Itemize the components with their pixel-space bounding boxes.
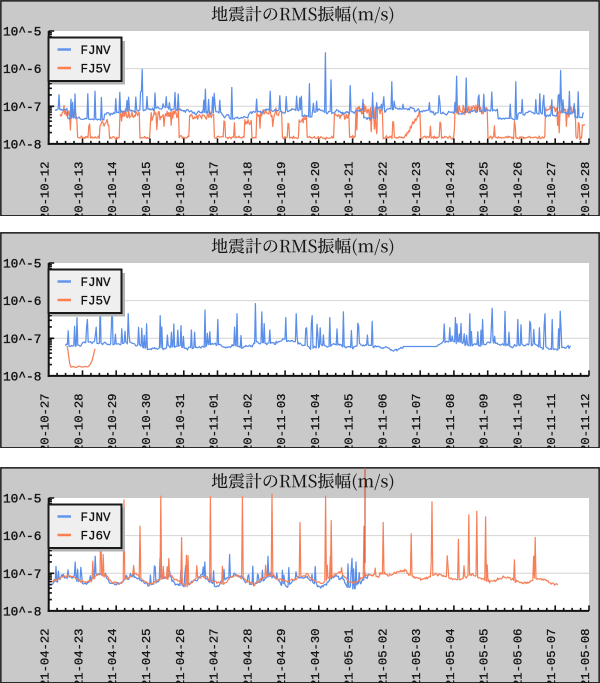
svg-text:20-10-24: 20-10-24	[444, 162, 458, 217]
svg-text:20-11-11: 20-11-11	[545, 393, 559, 448]
svg-text:20-10-26: 20-10-26	[512, 162, 526, 217]
svg-text:20-10-17: 20-10-17	[208, 162, 222, 217]
svg-text:FJNV: FJNV	[81, 44, 112, 58]
svg-text:20-11-07: 20-11-07	[410, 393, 424, 448]
svg-text:20-10-28: 20-10-28	[579, 162, 593, 217]
svg-text:20-10-19: 20-10-19	[275, 162, 289, 217]
svg-text:10^-8: 10^-8	[3, 369, 41, 384]
svg-text:21-04-25: 21-04-25	[140, 628, 154, 683]
svg-text:21-05-07: 21-05-07	[545, 628, 559, 683]
svg-text:20-10-20: 20-10-20	[309, 162, 323, 217]
svg-text:20-10-27: 20-10-27	[39, 393, 53, 448]
svg-text:20-10-28: 20-10-28	[73, 393, 87, 448]
svg-text:10^-6: 10^-6	[3, 294, 41, 309]
svg-text:20-10-29: 20-10-29	[106, 393, 120, 448]
svg-text:20-10-21: 20-10-21	[343, 162, 357, 217]
svg-text:21-05-02: 21-05-02	[376, 628, 390, 683]
svg-text:20-10-16: 20-10-16	[174, 162, 188, 217]
svg-text:21-04-27: 21-04-27	[208, 628, 222, 683]
svg-text:FJNV: FJNV	[81, 510, 112, 524]
svg-text:10^-6: 10^-6	[3, 529, 41, 544]
svg-text:10^-7: 10^-7	[3, 331, 41, 346]
svg-text:20-10-22: 20-10-22	[376, 162, 390, 217]
svg-text:21-04-23: 21-04-23	[73, 628, 87, 683]
svg-text:10^-5: 10^-5	[3, 491, 41, 506]
svg-text:20-10-12: 20-10-12	[39, 162, 53, 217]
svg-text:20-10-14: 20-10-14	[106, 162, 120, 217]
svg-text:20-10-27: 20-10-27	[545, 162, 559, 217]
svg-text:10^-8: 10^-8	[3, 604, 41, 619]
svg-text:20-10-15: 20-10-15	[140, 162, 154, 217]
svg-text:20-11-05: 20-11-05	[343, 393, 357, 448]
svg-text:20-10-13: 20-10-13	[73, 162, 87, 217]
svg-text:10^-5: 10^-5	[3, 256, 41, 271]
svg-text:20-11-02: 20-11-02	[241, 393, 255, 448]
svg-text:10^-7: 10^-7	[3, 100, 41, 115]
svg-text:21-04-24: 21-04-24	[106, 628, 120, 683]
svg-text:20-10-31: 20-10-31	[174, 393, 188, 448]
svg-text:FJ5V: FJ5V	[81, 62, 112, 76]
svg-text:21-05-03: 21-05-03	[410, 628, 424, 683]
svg-text:20-11-08: 20-11-08	[444, 393, 458, 448]
svg-text:21-04-22: 21-04-22	[39, 628, 53, 683]
svg-text:20-10-30: 20-10-30	[140, 393, 154, 448]
svg-text:20-11-04: 20-11-04	[309, 393, 323, 448]
svg-text:20-10-18: 20-10-18	[241, 162, 255, 217]
svg-text:10^-7: 10^-7	[3, 566, 41, 581]
svg-text:10^-8: 10^-8	[3, 137, 41, 152]
svg-text:FJ5V: FJ5V	[81, 294, 112, 308]
svg-text:21-04-30: 21-04-30	[309, 628, 323, 683]
svg-text:21-05-04: 21-05-04	[444, 628, 458, 683]
svg-text:20-11-01: 20-11-01	[208, 393, 222, 448]
svg-text:20-10-25: 20-10-25	[478, 162, 492, 217]
svg-text:21-04-28: 21-04-28	[241, 628, 255, 683]
svg-text:20-10-23: 20-10-23	[410, 162, 424, 217]
svg-text:20-11-03: 20-11-03	[275, 393, 289, 448]
svg-text:21-05-01: 21-05-01	[343, 628, 357, 683]
svg-text:20-11-12: 20-11-12	[579, 393, 593, 448]
svg-text:21-05-06: 21-05-06	[512, 628, 526, 683]
svg-text:21-05-05: 21-05-05	[478, 628, 492, 683]
svg-text:20-11-06: 20-11-06	[376, 393, 390, 448]
svg-text:21-04-26: 21-04-26	[174, 628, 188, 683]
svg-text:21-04-29: 21-04-29	[275, 628, 289, 683]
svg-text:FJNV: FJNV	[81, 275, 112, 289]
svg-text:FJ6V: FJ6V	[81, 529, 112, 543]
svg-text:10^-5: 10^-5	[3, 25, 41, 40]
svg-text:10^-6: 10^-6	[3, 62, 41, 77]
svg-text:21-05-08: 21-05-08	[579, 628, 593, 683]
svg-text:20-11-09: 20-11-09	[478, 393, 492, 448]
svg-text:20-11-10: 20-11-10	[512, 393, 526, 448]
